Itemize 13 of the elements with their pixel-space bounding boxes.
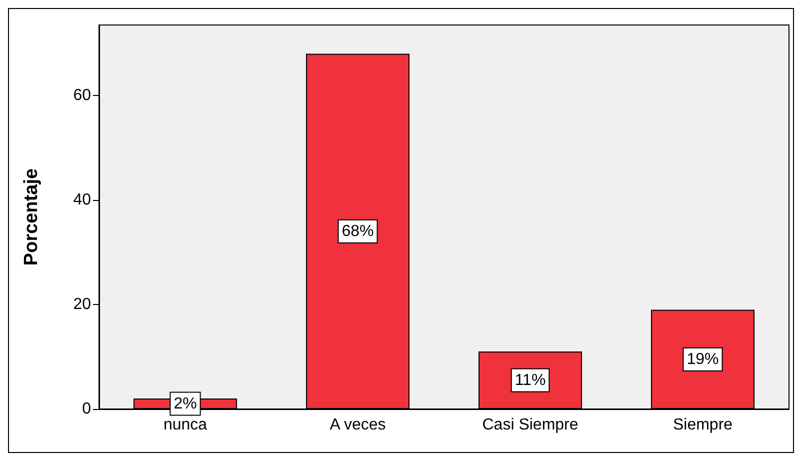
data-label: 68%: [342, 222, 374, 240]
x-tick-label: Casi Siempre: [482, 416, 578, 434]
y-tick-label: 20: [73, 296, 92, 314]
y-axis-title: Porcentaje: [21, 168, 42, 266]
x-tick-label: Siempre: [672, 416, 733, 434]
data-label: 11%: [514, 372, 546, 389]
y-tick-label: 0: [82, 400, 92, 418]
data-label: 19%: [686, 350, 719, 368]
x-tick-label: A veces: [330, 416, 386, 434]
data-label: 2%: [174, 395, 197, 412]
x-tick-label: nunca: [163, 416, 208, 434]
y-tick-label: 60: [73, 87, 92, 104]
y-tick-label: 40: [73, 192, 92, 209]
